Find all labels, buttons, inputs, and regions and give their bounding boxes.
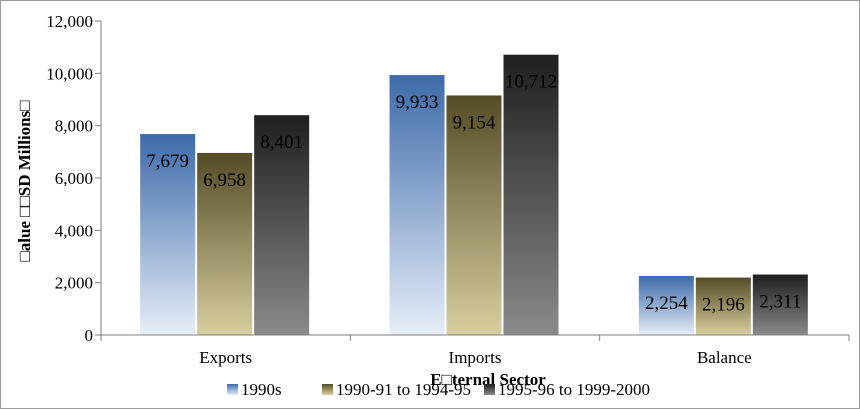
y-axis-ticks: 0 2,000 4,000 6,000 8,000 10,000 12,000: [46, 12, 101, 345]
legend-label: 1990-91 to 1994-95: [336, 380, 471, 399]
data-label: 2,254: [645, 293, 688, 314]
x-axis-title: E□ternal Sector: [430, 370, 546, 389]
bar-exports-series-1: [140, 134, 196, 335]
y-tick-label: 4,000: [55, 221, 93, 240]
data-label: 9,154: [453, 112, 496, 133]
data-label: 6,958: [203, 170, 246, 191]
x-tick-label: Balance: [697, 348, 752, 367]
data-label: 10,712: [505, 72, 557, 93]
bars: [140, 54, 808, 336]
data-labels: 7,679 9,933 2,254 6,958 9,154 2,196 8,401 10,71…: [146, 72, 801, 316]
y-tick-label: 8,000: [55, 117, 93, 136]
bar-exports-series-2: [197, 152, 253, 335]
y-tick-label: 6,000: [55, 169, 93, 188]
legend-swatch: [322, 384, 333, 395]
bar-balance-series-3: [752, 274, 808, 335]
y-tick-label: 10,000: [46, 64, 93, 83]
data-label: 2,196: [702, 295, 745, 316]
data-label: 2,311: [759, 292, 801, 313]
data-label: 9,933: [396, 92, 439, 113]
x-axis-ticks: Exports Imports Balance: [100, 335, 850, 367]
bar-exports-series-3: [254, 115, 310, 336]
y-tick-label: 12,000: [46, 12, 93, 31]
legend-label: 1995-96 to 1999-2000: [498, 380, 650, 399]
bar-balance-series-1: [638, 276, 694, 335]
axes: [100, 21, 849, 336]
data-label: 7,679: [146, 151, 189, 172]
bar-imports-series-3: [503, 54, 559, 335]
legend-swatch: [227, 384, 238, 395]
legend: 1990s 1990-91 to 1994-95 1995-96 to 1999-2…: [227, 380, 650, 399]
bar-imports-series-1: [389, 75, 445, 336]
bar-imports-series-2: [446, 95, 502, 335]
y-tick-label: 0: [85, 326, 94, 345]
x-tick-label: Imports: [449, 348, 502, 367]
bar-balance-series-2: [695, 277, 751, 335]
data-label: 8,401: [260, 132, 303, 153]
x-tick-label: Exports: [199, 348, 252, 367]
legend-swatch: [484, 384, 495, 395]
legend-label: 1990s: [241, 380, 282, 399]
y-axis-title: □alue □□SD Millions□: [15, 100, 34, 261]
y-tick-label: 2,000: [55, 274, 93, 293]
